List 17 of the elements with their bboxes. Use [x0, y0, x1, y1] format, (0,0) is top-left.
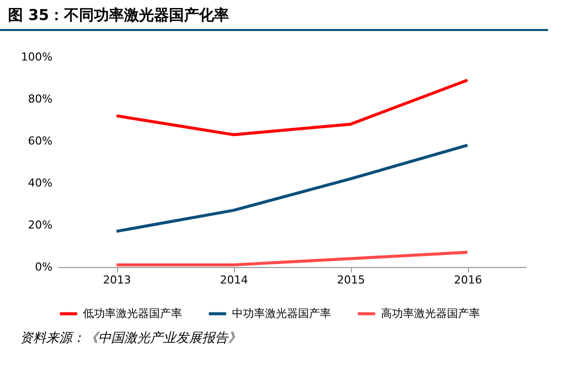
- x-tick-label: 2015: [337, 274, 365, 286]
- text: 资料来源：《中国激光产业发展报告》: [19, 330, 242, 348]
- y-tick-label: 20%: [28, 218, 52, 232]
- y-tick-label: 60%: [28, 134, 52, 148]
- x-tick-label: 2014: [220, 274, 248, 286]
- y-tick-label: 40%: [28, 176, 52, 190]
- y-tick-label: 100%: [21, 50, 52, 64]
- y-tick-label: 0%: [35, 260, 52, 274]
- legend-label: 高功率激光器国产率: [381, 306, 480, 320]
- x-tick-label: 2013: [103, 274, 131, 286]
- legend-label: 中功率激光器国产率: [232, 306, 331, 320]
- legend-label: 低功率激光器国产率: [83, 306, 182, 320]
- line-series: [115, 144, 469, 233]
- y-tick-label: 80%: [28, 92, 52, 106]
- chart-title: 图 35：不同功率激光器国产化率: [0, 0, 548, 31]
- x-tick-label: 2016: [454, 274, 482, 286]
- line-series: [115, 78, 469, 136]
